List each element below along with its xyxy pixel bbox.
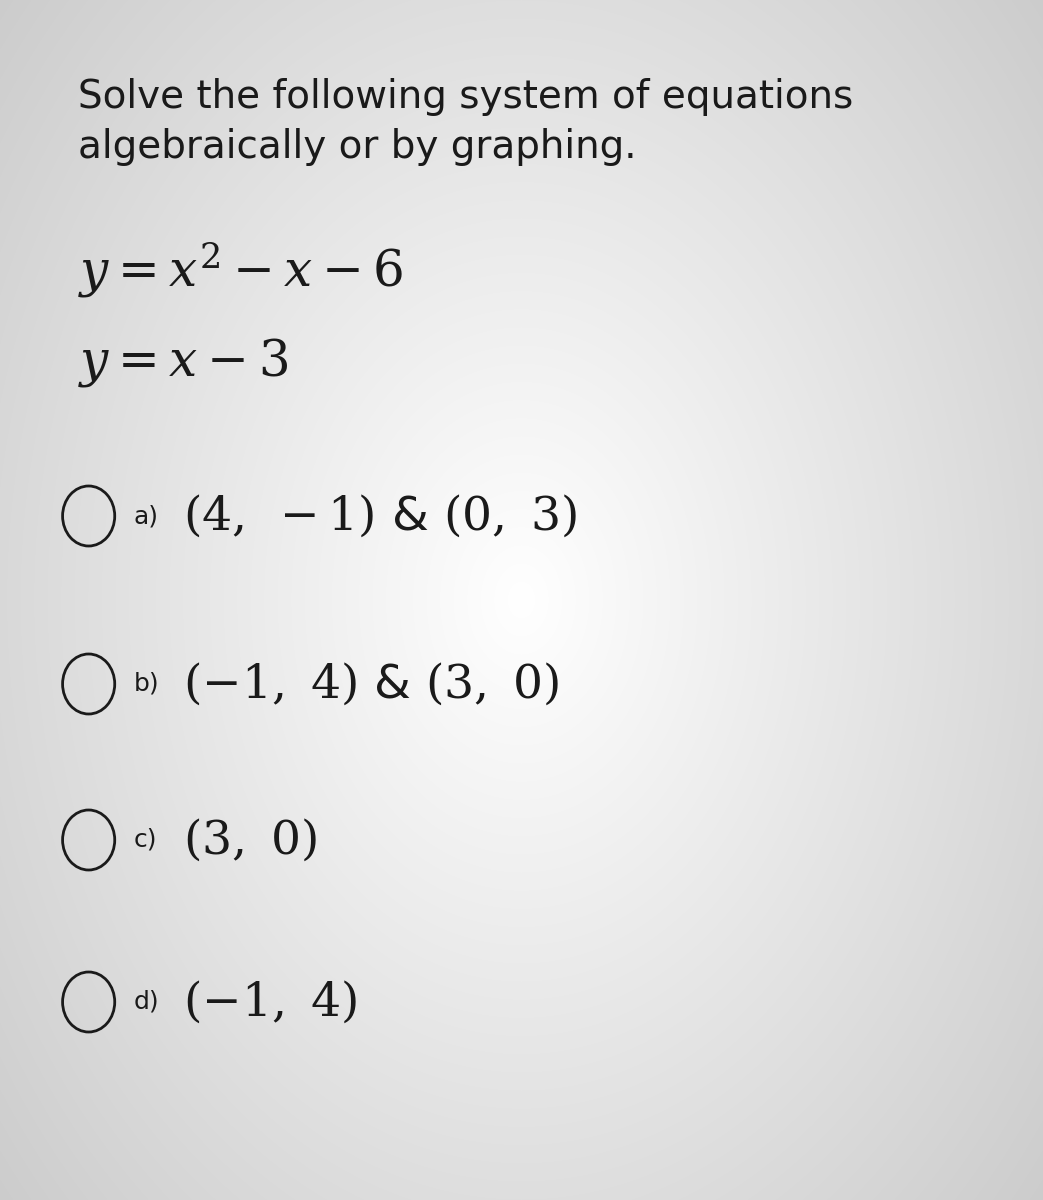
Text: algebraically or by graphing.: algebraically or by graphing. [78, 128, 637, 167]
Text: $(4, \ -1)$ & $(0, \ 3)$: $(4, \ -1)$ & $(0, \ 3)$ [183, 493, 577, 539]
Text: $(-1, \ 4)$ & $(3, \ 0)$: $(-1, \ 4)$ & $(3, \ 0)$ [183, 661, 559, 707]
Text: c): c) [134, 828, 157, 852]
Text: Solve the following system of equations: Solve the following system of equations [78, 78, 853, 116]
Text: b): b) [134, 672, 160, 696]
Text: $(-1, \ 4)$: $(-1, \ 4)$ [183, 979, 357, 1025]
Text: $(3, \ 0)$: $(3, \ 0)$ [183, 817, 317, 863]
Text: $y = x^2 - x - 6$: $y = x^2 - x - 6$ [78, 240, 404, 300]
Text: d): d) [134, 990, 160, 1014]
Text: $y = x - 3$: $y = x - 3$ [78, 336, 288, 389]
Text: a): a) [134, 504, 159, 528]
